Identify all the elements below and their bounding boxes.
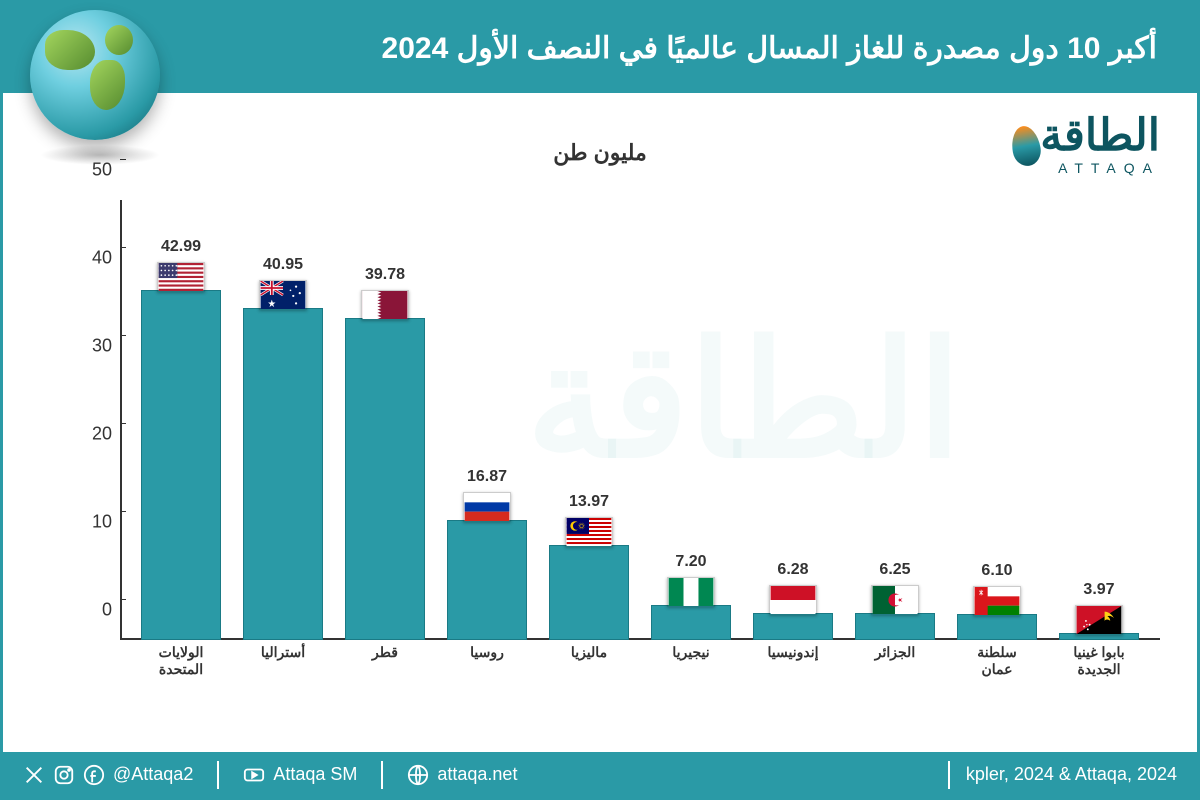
bar-item: 6.28 bbox=[748, 561, 838, 640]
flag-icon bbox=[259, 280, 307, 310]
bar-rect bbox=[957, 614, 1037, 640]
flag-icon bbox=[565, 517, 613, 547]
footer-site: attaqa.net bbox=[437, 764, 517, 785]
flag-icon bbox=[1075, 605, 1123, 635]
bar-item: 3.97 bbox=[1054, 581, 1144, 640]
bar-rect bbox=[345, 318, 425, 640]
x-axis-label: إندونيسيا bbox=[748, 640, 838, 680]
x-axis-label: أستراليا bbox=[238, 640, 328, 680]
footer-sep-1 bbox=[217, 761, 219, 789]
y-axis: 01020304050 bbox=[70, 200, 120, 640]
footer-social: @Attaqa2 Attaqa SM attaqa.net bbox=[23, 761, 932, 789]
bar-rect bbox=[753, 613, 833, 640]
bar-rect bbox=[549, 545, 629, 640]
x-axis-label: قطر bbox=[340, 640, 430, 680]
instagram-icon bbox=[53, 764, 75, 786]
bar-value-label: 42.99 bbox=[161, 238, 201, 256]
x-axis-label: بابوا غينياالجديدة bbox=[1054, 640, 1144, 680]
brand-logo: الطاقة ATTAQA bbox=[1006, 110, 1160, 176]
x-axis-label: ماليزيا bbox=[544, 640, 634, 680]
flag-icon bbox=[157, 262, 205, 292]
footer-youtube: Attaqa SM bbox=[273, 764, 357, 785]
bar-value-label: 13.97 bbox=[569, 493, 609, 511]
flag-icon bbox=[769, 585, 817, 615]
footer-source: kpler, 2024 & Attaqa, 2024 bbox=[966, 764, 1177, 785]
bars-container: 42.99 40.95 39.78 16.87 13.97 7.20 6.28 … bbox=[120, 200, 1160, 640]
x-axis-label: الولاياتالمتحدة bbox=[136, 640, 226, 680]
x-icon bbox=[23, 764, 45, 786]
footer-sep-3 bbox=[948, 761, 950, 789]
header-bar: أكبر 10 دول مصدرة للغاز المسال عالميًا ف… bbox=[3, 3, 1197, 93]
flag-icon bbox=[667, 577, 715, 607]
bar-chart: 01020304050 42.99 40.95 39.78 16.87 13.9… bbox=[70, 200, 1160, 680]
bar-rect bbox=[855, 613, 935, 640]
globe-icon bbox=[30, 10, 180, 160]
x-axis-label: سلطنةعمان bbox=[952, 640, 1042, 680]
bar-item: 7.20 bbox=[646, 553, 736, 640]
footer-handle: @Attaqa2 bbox=[113, 764, 193, 785]
bar-value-label: 39.78 bbox=[365, 266, 405, 284]
bar-rect bbox=[141, 290, 221, 640]
chart-subtitle: مليون طن bbox=[553, 140, 647, 166]
y-tick-label: 0 bbox=[102, 600, 112, 621]
bar-item: 39.78 bbox=[340, 266, 430, 640]
bar-value-label: 3.97 bbox=[1083, 581, 1114, 599]
bar-item: 6.25 bbox=[850, 561, 940, 640]
bar-item: 13.97 bbox=[544, 493, 634, 640]
bar-value-label: 6.10 bbox=[981, 562, 1012, 580]
flag-icon bbox=[871, 585, 919, 615]
bar-value-label: 6.28 bbox=[777, 561, 808, 579]
bar-value-label: 16.87 bbox=[467, 468, 507, 486]
brand-drop-icon bbox=[1009, 124, 1044, 168]
bar-item: 6.10 bbox=[952, 562, 1042, 640]
bar-value-label: 40.95 bbox=[263, 256, 303, 274]
footer-bar: @Attaqa2 Attaqa SM attaqa.net kpler, 202… bbox=[3, 752, 1197, 797]
y-tick-label: 30 bbox=[92, 336, 112, 357]
bar-item: 16.87 bbox=[442, 468, 532, 640]
x-axis-label: روسيا bbox=[442, 640, 532, 680]
y-tick-label: 40 bbox=[92, 248, 112, 269]
bar-rect bbox=[447, 520, 527, 640]
flag-icon bbox=[463, 492, 511, 522]
flag-icon bbox=[973, 586, 1021, 616]
page-title: أكبر 10 دول مصدرة للغاز المسال عالميًا ف… bbox=[382, 31, 1157, 66]
bar-value-label: 7.20 bbox=[675, 553, 706, 571]
facebook-icon bbox=[83, 764, 105, 786]
y-tick-label: 20 bbox=[92, 424, 112, 445]
footer-sep-2 bbox=[381, 761, 383, 789]
y-tick-label: 10 bbox=[92, 512, 112, 533]
bar-item: 42.99 bbox=[136, 238, 226, 640]
bar-value-label: 6.25 bbox=[879, 561, 910, 579]
bar-item: 40.95 bbox=[238, 256, 328, 640]
youtube-icon bbox=[243, 764, 265, 786]
web-icon bbox=[407, 764, 429, 786]
bar-rect bbox=[243, 308, 323, 640]
x-axis-label: نيجيريا bbox=[646, 640, 736, 680]
flag-icon bbox=[361, 290, 409, 320]
x-axis-label: الجزائر bbox=[850, 640, 940, 680]
bar-rect bbox=[651, 605, 731, 640]
brand-name-ar: الطاقة bbox=[1040, 111, 1160, 160]
x-labels: الولاياتالمتحدة أستراليا قطر روسيا ماليزيا ني… bbox=[120, 640, 1160, 680]
